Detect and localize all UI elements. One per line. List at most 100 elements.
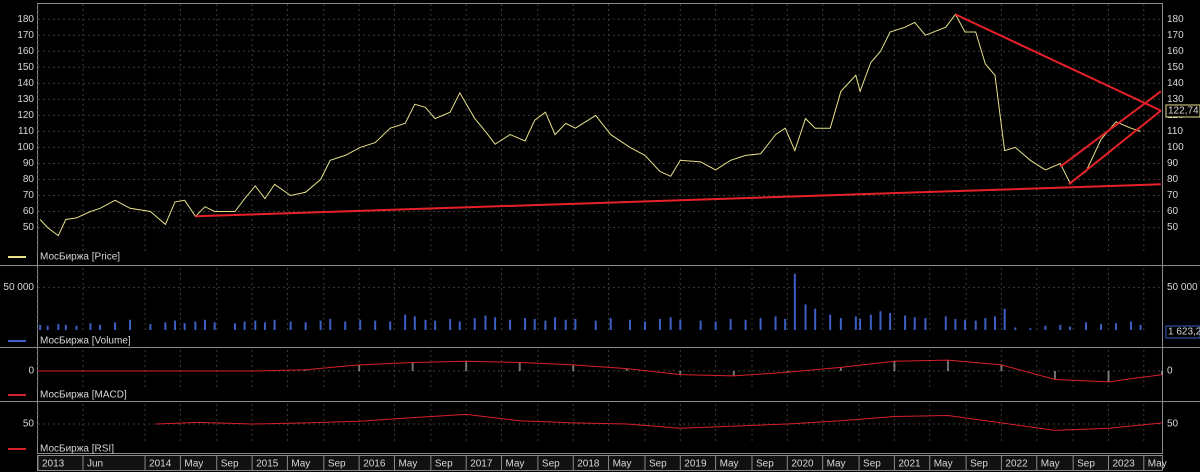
bar: [879, 311, 882, 330]
bar: [494, 317, 497, 330]
x-tick-label: Sep: [756, 459, 774, 470]
y-tick-label: 60: [23, 206, 35, 217]
y-tick-label: 180: [17, 14, 34, 25]
bar: [374, 320, 377, 330]
histogram-bar: [786, 371, 789, 373]
x-tick-label: Sep: [435, 459, 453, 470]
x-tick-label: 2022: [1005, 459, 1028, 470]
y-tick-label-right: 100: [1167, 142, 1184, 153]
bar: [889, 312, 892, 330]
y-tick-label-right: 130: [1167, 94, 1184, 105]
last-value-box: [1165, 104, 1200, 118]
last-value-label: 1 623,2: [1168, 327, 1200, 338]
x-tick-label: 2017: [470, 459, 493, 470]
bar: [263, 322, 266, 330]
bar: [289, 321, 292, 330]
x-tick-label: Sep: [221, 459, 239, 470]
bar: [434, 320, 437, 330]
bar: [699, 320, 702, 330]
bar: [744, 319, 747, 330]
bar: [793, 273, 796, 330]
trendline: [1059, 90, 1162, 168]
y-tick-label-right: 180: [1167, 14, 1184, 25]
bar: [46, 325, 49, 330]
bar: [304, 322, 307, 330]
bar: [473, 318, 476, 330]
y-tick-label-right: 150: [1167, 62, 1184, 73]
x-tick-label: May: [613, 459, 632, 470]
bar: [1003, 308, 1006, 330]
bar: [129, 319, 132, 330]
bar: [804, 304, 807, 330]
x-tick-label: Sep: [970, 459, 988, 470]
histogram-bar: [518, 362, 521, 371]
bar: [64, 324, 67, 330]
x-tick-label: May: [398, 459, 417, 470]
bar: [524, 318, 527, 330]
bar: [904, 315, 907, 330]
y-tick-label: 80: [23, 174, 35, 185]
y-tick-label-right: 170: [1167, 30, 1184, 41]
bar: [413, 316, 416, 330]
x-tick-label: 2020: [791, 459, 814, 470]
y-tick-label: 70: [23, 190, 35, 201]
bar: [1029, 328, 1032, 330]
x-tick-label: 2021: [898, 459, 921, 470]
bar: [149, 324, 152, 330]
x-tick-label: Sep: [863, 459, 881, 470]
bar: [424, 319, 427, 330]
y-tick-label: 130: [17, 94, 34, 105]
trendline: [954, 13, 1162, 112]
y-tick-label: 120: [17, 110, 34, 121]
x-tick-label: Sep: [1077, 459, 1095, 470]
bar: [243, 321, 246, 330]
bar: [39, 324, 42, 330]
x-tick-label: May: [506, 459, 525, 470]
y-tick-label: 0: [28, 366, 34, 377]
bar: [389, 321, 392, 330]
histogram-bar: [946, 360, 949, 371]
histogram-bar: [893, 361, 896, 371]
y-tick-label-right: 50 000: [1167, 282, 1198, 293]
bar: [774, 316, 777, 330]
bar: [75, 325, 78, 330]
bar: [859, 318, 862, 330]
y-tick-label: 50 000: [3, 282, 34, 293]
bar: [784, 318, 787, 330]
bar: [194, 321, 197, 330]
bar: [609, 318, 612, 330]
histogram-bar: [679, 371, 682, 375]
bar: [974, 320, 977, 330]
bar: [213, 322, 216, 330]
y-tick-label-right: 60: [1167, 206, 1179, 217]
y-tick-label: 150: [17, 62, 34, 73]
bar: [114, 322, 117, 330]
bar: [564, 319, 567, 330]
series-line: [155, 413, 1163, 431]
y-tick-label: 160: [17, 46, 34, 57]
y-tick-label-right: 110: [1167, 126, 1183, 137]
y-tick-label: 110: [18, 126, 34, 137]
bar: [814, 308, 817, 330]
x-tick-label: 2013: [42, 459, 65, 470]
bar: [574, 318, 577, 330]
series-line: [38, 359, 1163, 383]
bar: [273, 319, 276, 330]
bar: [1114, 323, 1117, 330]
bar: [679, 319, 682, 330]
trendline: [1068, 109, 1162, 186]
bar: [1084, 322, 1087, 330]
bar: [1099, 324, 1102, 330]
histogram-bar: [1053, 371, 1056, 380]
x-tick-label: Sep: [649, 459, 667, 470]
y-tick-label: 140: [17, 78, 34, 89]
x-tick-label: May: [1148, 459, 1167, 470]
legend-label: МосБиржа [Price]: [40, 252, 120, 263]
y-tick-label-right: 0: [1167, 366, 1173, 377]
bar: [829, 314, 832, 330]
y-tick-label: 50: [23, 222, 35, 233]
bar: [759, 318, 762, 330]
bar: [1059, 324, 1062, 330]
bar: [89, 323, 92, 330]
x-tick-label: May: [827, 459, 846, 470]
